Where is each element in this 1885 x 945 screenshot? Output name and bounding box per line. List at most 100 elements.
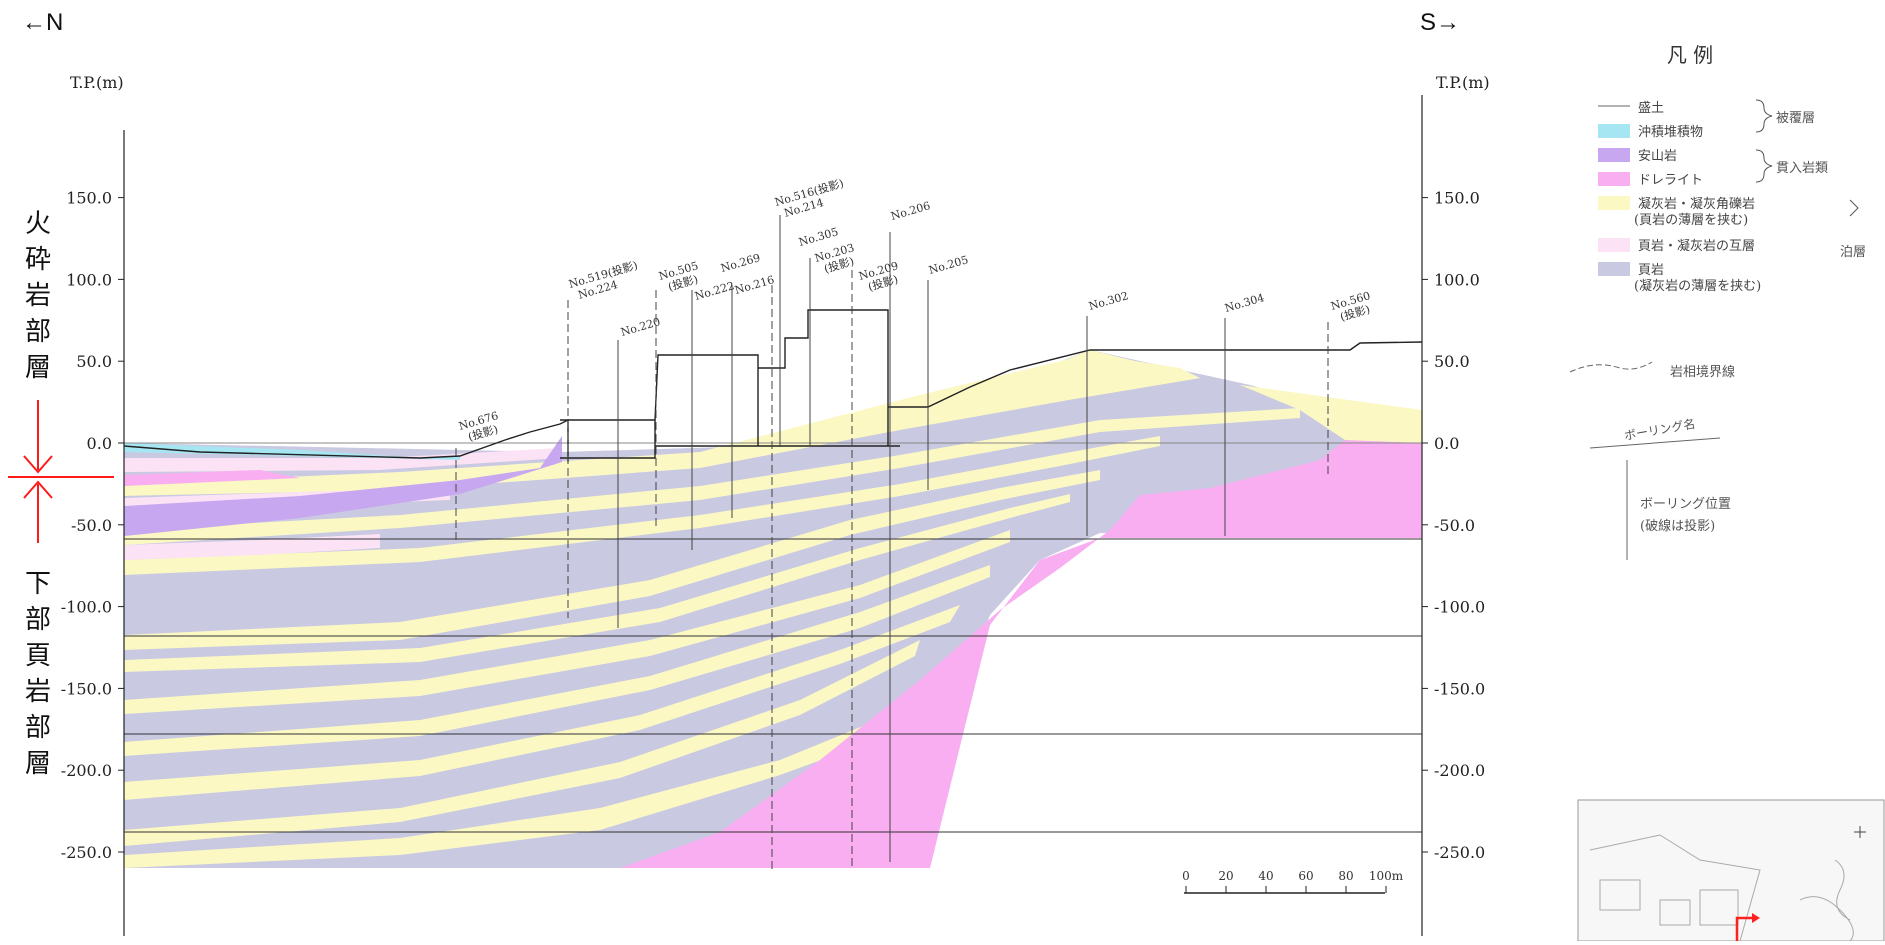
legend-item: 凝灰岩・凝灰角礫岩(頁岩の薄層を挟む) — [1598, 196, 1755, 228]
legend-swatch — [1598, 238, 1630, 252]
legend-swatch — [1598, 262, 1630, 276]
scale-tick-label: 80 — [1338, 869, 1353, 883]
right-tick-label: -50.0 — [1434, 516, 1475, 535]
legend-swatch — [1598, 172, 1630, 186]
legend-item-label: 凝灰岩・凝灰角礫岩 — [1638, 196, 1755, 212]
legend-item-sub: (凝灰岩の薄層を挟む) — [1634, 278, 1761, 294]
borehole-label: No.519(投影)No.224 — [567, 258, 639, 302]
legend-item-label: 盛土 — [1638, 101, 1664, 116]
right-tick-label: 50.0 — [1434, 352, 1470, 371]
legend-item: 沖積堆積物 — [1598, 124, 1703, 140]
borehole-name: No.216 — [733, 273, 776, 297]
borehole-label: No.222 — [693, 279, 736, 303]
left-tick-label: -100.0 — [61, 598, 112, 617]
borehole-name: No.206 — [889, 199, 932, 223]
right-tick-label: -100.0 — [1434, 598, 1485, 617]
borehole-label: No.220 — [619, 315, 662, 339]
left-axis-unit: T.P.(m) — [70, 73, 124, 92]
lower-formation-char: 層 — [25, 748, 51, 778]
axis-ticks: 150.0 150.0 100.0 100.0 50.0 50.0 0.0 0.0 -50.0 -… — [61, 189, 1485, 862]
borehole-label: No.305 — [797, 225, 840, 249]
borehole-name: No.302 — [1087, 289, 1130, 313]
borehole-name: No.269 — [719, 251, 762, 275]
legend-item-label: 頁岩・凝灰岩の互層 — [1638, 238, 1755, 254]
legend-item-sub: (頁岩の薄層を挟む) — [1634, 213, 1748, 228]
left-tick-label: 0.0 — [87, 434, 112, 453]
upper-formation-char: 火 — [25, 208, 51, 238]
upper-formation-char: 層 — [25, 352, 51, 382]
legend-title: 凡 例 — [1667, 43, 1713, 67]
elevation-axes — [123, 95, 1423, 936]
left-tick-label: 150.0 — [66, 189, 112, 208]
left-tick-label: 50.0 — [76, 352, 112, 371]
alluvium-body — [124, 443, 460, 460]
scale-tick-label: 0 — [1182, 869, 1190, 883]
left-tick-label: 100.0 — [66, 270, 112, 289]
legend-item: 頁岩・凝灰岩の互層 — [1598, 238, 1755, 254]
legend-item: 安山岩 — [1598, 148, 1677, 164]
left-tick-label: -150.0 — [61, 679, 112, 698]
location-inset-map — [1577, 799, 1885, 942]
legend-borehole-name: ボーリング名 — [1623, 416, 1697, 443]
upper-formation-char: 部 — [25, 316, 51, 346]
north-direction: ←N — [22, 9, 63, 36]
elevation-grid — [124, 442, 1422, 833]
borehole-label: No.676(投影) — [457, 409, 500, 444]
legend-swatch — [1598, 148, 1630, 162]
upper-formation-char: 砕 — [25, 244, 51, 274]
right-tick-label: 0.0 — [1434, 434, 1459, 453]
scale-tick-label: 20 — [1218, 869, 1233, 883]
legend-item: 盛土 — [1598, 101, 1664, 116]
legend-item-label: 頁岩 — [1638, 263, 1664, 278]
legend-item-label: ドレライト — [1638, 173, 1703, 188]
borehole-name: No.222 — [693, 279, 736, 303]
left-tick-label: -50.0 — [71, 516, 112, 535]
right-tick-label: -200.0 — [1434, 761, 1485, 780]
left-tick-label: -200.0 — [61, 761, 112, 780]
borehole-name: No.205 — [927, 253, 970, 277]
borehole-name: No.305 — [797, 225, 840, 249]
dolerite-body — [620, 440, 1422, 868]
legend-borehole-position-sub: (破線は投影) — [1640, 518, 1715, 534]
borehole-name: No.220 — [619, 315, 662, 339]
right-tick-label: 150.0 — [1434, 189, 1480, 208]
lower-formation-char: 岩 — [25, 676, 51, 706]
scale-tick-label: 40 — [1258, 869, 1273, 883]
upper-formation-char: 岩 — [25, 280, 51, 310]
borehole-label: No.269 — [719, 251, 762, 275]
south-direction: S→ — [1420, 9, 1460, 36]
borehole-label: No.205 — [927, 253, 970, 277]
legend-item-label: 安山岩 — [1638, 149, 1677, 164]
legend-swatch — [1598, 124, 1630, 138]
borehole-label: No.209(投影) — [857, 259, 900, 294]
lower-formation-char: 部 — [25, 604, 51, 634]
borehole-name: No.304 — [1223, 291, 1266, 315]
borehole-label: No.216 — [733, 273, 776, 297]
borehole-label: No.516(投影)No.214 — [773, 176, 845, 220]
borehole-label: No.304 — [1223, 291, 1266, 315]
scale-tick-label: 60 — [1298, 869, 1313, 883]
andesite-body — [124, 436, 562, 536]
borehole-lines — [455, 215, 1329, 870]
section-body — [124, 350, 1422, 868]
borehole-label: No.302 — [1087, 289, 1130, 313]
lower-formation-char: 頁 — [25, 640, 51, 670]
borehole-label: No.560(投影) — [1329, 289, 1372, 324]
lower-formation-char: 下 — [25, 568, 51, 598]
legend-borehole-position: ボーリング位置 — [1640, 497, 1731, 512]
right-tick-label: -150.0 — [1434, 679, 1485, 698]
legend-group-tomari: 泊層 — [1840, 245, 1866, 260]
scale-bar: 0 20 40 60 80 100m — [1182, 869, 1404, 894]
left-tick-label: -250.0 — [61, 843, 112, 862]
formation-boundary-marker — [8, 400, 114, 543]
right-tick-label: -250.0 — [1434, 843, 1485, 862]
legend-item: 頁岩(凝灰岩の薄層を挟む) — [1598, 262, 1761, 294]
lower-formation-char: 部 — [25, 712, 51, 742]
legend-item-label: 沖積堆積物 — [1638, 125, 1703, 140]
legend-group-cover: 被覆層 — [1776, 111, 1815, 126]
